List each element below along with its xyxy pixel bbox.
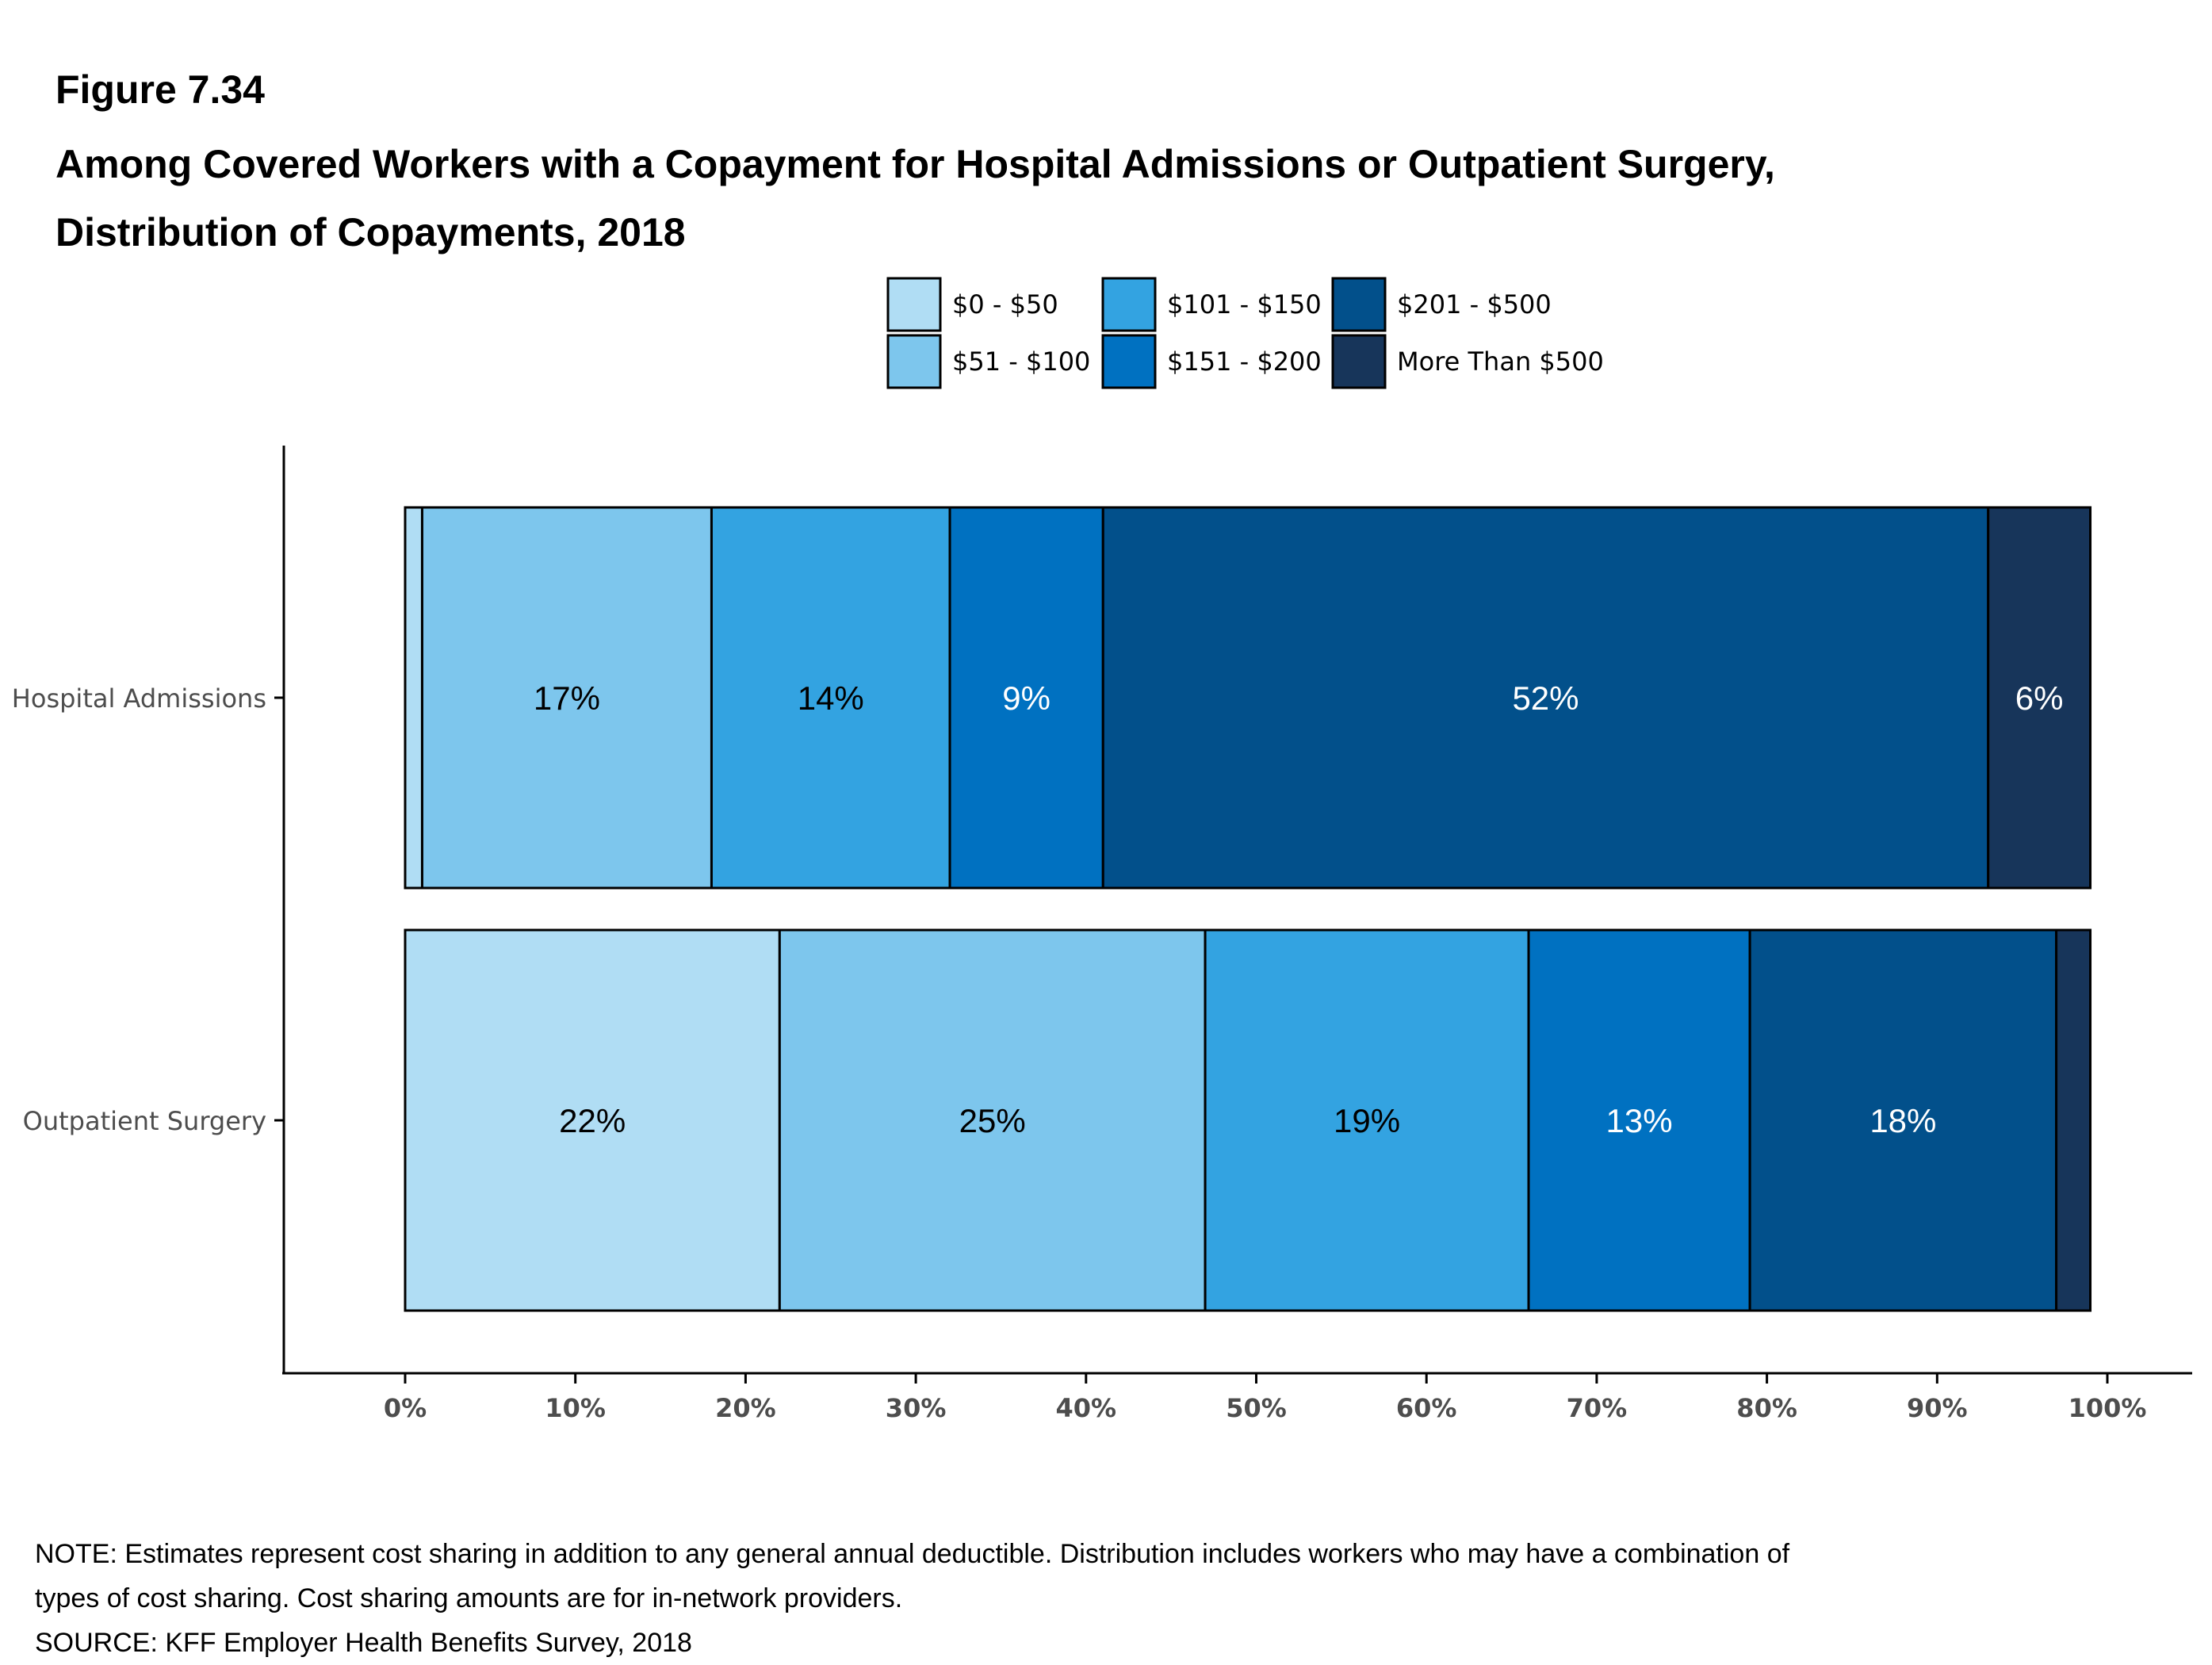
data-label-hospital-admissions-51-100: 17% — [534, 679, 600, 717]
plot-area: 17% 14% 9% 52% 6% 22% 25% 19% 13% 18% — [404, 506, 2092, 1312]
x-tick-label-1: 10% — [545, 1393, 606, 1423]
x-tick-label-6: 60% — [1396, 1393, 1457, 1423]
bar-outpatient-surgery-51-100 — [778, 928, 1207, 1312]
legend-label-0-50: $0 - $50 — [952, 289, 1058, 320]
data-label-outpatient-surgery-101-150: 19% — [1334, 1102, 1400, 1139]
bar-outpatient-surgery-151-200 — [1527, 928, 1751, 1312]
notes: NOTE: Estimates represent cost sharing i… — [35, 1532, 2176, 1665]
bar-outpatient-surgery-0-50 — [404, 928, 781, 1312]
legend-key-more-than-500 — [1331, 334, 1387, 389]
x-tick-label-4: 40% — [1056, 1393, 1117, 1423]
bar-hospital-admissions-0-50 — [404, 506, 423, 890]
chart-title-line-1: Among Covered Workers with a Copayment f… — [55, 142, 1775, 186]
x-tick-label-0: 0% — [384, 1393, 427, 1423]
data-label-hospital-admissions-more-than-500: 6% — [2015, 679, 2064, 717]
legend-key-151-200 — [1101, 334, 1157, 389]
legend-label-more-than-500: More Than $500 — [1397, 346, 1604, 377]
x-tick-label-2: 20% — [715, 1393, 776, 1423]
bar-outpatient-surgery-more-than-500 — [2055, 928, 2092, 1312]
data-label-hospital-admissions-151-200: 9% — [1002, 679, 1051, 717]
bar-hospital-admissions-more-than-500 — [1987, 506, 2092, 890]
legend-key-0-50 — [886, 277, 942, 332]
x-tick-label-3: 30% — [886, 1393, 947, 1423]
data-label-hospital-admissions-101-150: 14% — [798, 679, 864, 717]
legend-label-151-200: $151 - $200 — [1167, 346, 1322, 377]
legend: $0 - $50 $51 - $100 $101 - $150 $151 - $200… — [886, 277, 1604, 389]
data-label-outpatient-surgery-51-100: 25% — [959, 1102, 1026, 1139]
legend-key-201-500 — [1331, 277, 1387, 332]
x-tick-label-7: 70% — [1567, 1393, 1628, 1423]
chart-title: Among Covered Workers with a Copayment f… — [55, 130, 2117, 266]
category-label-outpatient-surgery: Outpatient Surgery — [23, 1106, 266, 1136]
legend-label-51-100: $51 - $100 — [952, 346, 1090, 377]
bar-hospital-admissions-201-500 — [1101, 506, 1990, 890]
bar-hospital-admissions-151-200 — [948, 506, 1104, 890]
x-tick-label-10: 100% — [2068, 1393, 2147, 1423]
data-label-outpatient-surgery-151-200: 13% — [1606, 1102, 1673, 1139]
note-line-1: NOTE: Estimates represent cost sharing i… — [35, 1539, 1790, 1569]
bar-outpatient-surgery-101-150 — [1204, 928, 1530, 1312]
legend-label-201-500: $201 - $500 — [1397, 289, 1552, 320]
x-tick-label-5: 50% — [1226, 1393, 1287, 1423]
bar-hospital-admissions-101-150 — [710, 506, 951, 890]
legend-key-51-100 — [886, 334, 942, 389]
source-line: SOURCE: KFF Employer Health Benefits Sur… — [35, 1628, 692, 1658]
legend-label-101-150: $101 - $150 — [1167, 289, 1322, 320]
data-label-outpatient-surgery-201-500: 18% — [1869, 1102, 1936, 1139]
bar-outpatient-surgery-201-500 — [1748, 928, 2058, 1312]
x-tick-label-9: 90% — [1907, 1393, 1968, 1423]
figure-label: Figure 7.34 — [55, 67, 265, 112]
chart-title-line-2: Distribution of Copayments, 2018 — [55, 210, 686, 255]
category-label-hospital-admissions: Hospital Admissions — [12, 683, 266, 714]
data-label-outpatient-surgery-0-50: 22% — [559, 1102, 626, 1139]
x-tick-label-8: 80% — [1736, 1393, 1797, 1423]
data-label-hospital-admissions-201-500: 52% — [1512, 679, 1579, 717]
legend-key-101-150 — [1101, 277, 1157, 332]
axes: Hospital Admissions Outpatient Surgery 0% 1… — [12, 446, 2192, 1423]
note-line-2: types of cost sharing. Cost sharing amou… — [35, 1583, 903, 1613]
